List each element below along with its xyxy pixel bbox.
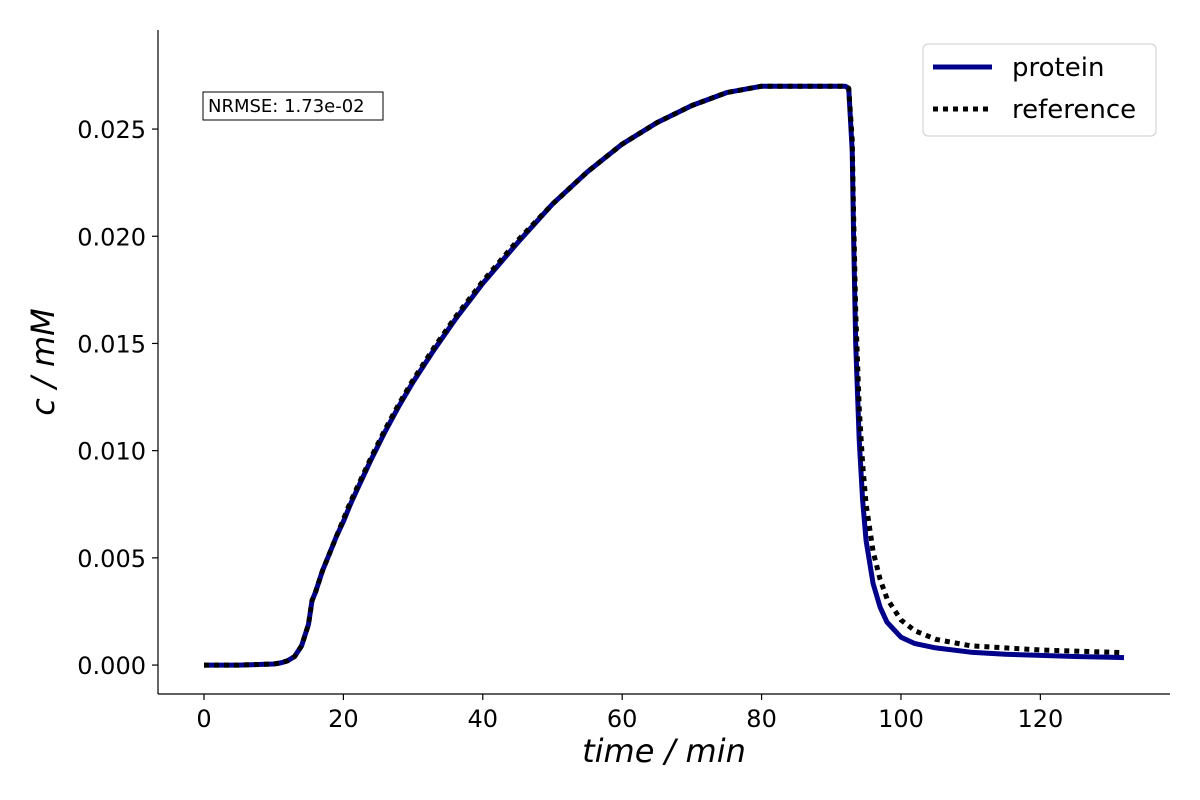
x-tick-label: 120	[1017, 705, 1063, 733]
series-layer	[204, 83, 1125, 668]
x-tick-label: 20	[328, 705, 359, 733]
y-tick-label: 0.015	[77, 330, 146, 358]
y-tick-label: 0.000	[77, 652, 146, 680]
legend-label-reference: reference	[1012, 95, 1136, 125]
x-tick-label: 40	[468, 705, 499, 733]
y-axis-label: c / mM	[24, 308, 62, 416]
y-tick-label: 0.020	[77, 223, 146, 251]
x-axis-label: time / min	[582, 732, 746, 770]
y-tick-label: 0.010	[77, 438, 146, 466]
y-tick-label: 0.005	[77, 545, 146, 573]
x-tick-label: 60	[607, 705, 638, 733]
x-tick-label: 100	[878, 705, 924, 733]
x-tick-label: 80	[746, 705, 777, 733]
legend-label-protein: protein	[1012, 53, 1104, 83]
y-tick-label: 0.025	[77, 116, 146, 144]
series-line-reference	[204, 83, 1125, 668]
annotation-box	[202, 91, 384, 121]
legend: protein reference	[922, 43, 1157, 137]
nrmse-annotation: NRMSE: 1.73e-02	[202, 91, 384, 121]
y-ticks: 0.000 0.005 0.010 0.015 0.020 0.025	[77, 116, 158, 680]
x-tick-label: 0	[196, 705, 211, 733]
annotation-text: NRMSE: 1.73e-02	[208, 96, 365, 117]
x-ticks: 0 20 40 60 80 100 120	[196, 694, 1063, 733]
